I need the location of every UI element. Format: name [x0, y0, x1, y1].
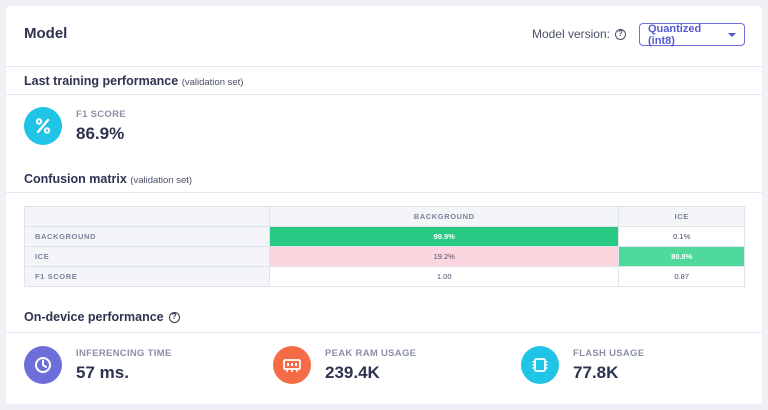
- cell-background-ice: 0.1%: [618, 226, 745, 247]
- table-row: ICE 19.2% 80.8%: [24, 246, 745, 267]
- row-label-background: BACKGROUND: [24, 226, 270, 247]
- confusion-matrix-table: BACKGROUND ICE BACKGROUND 99.9% 0.1% ICE…: [24, 206, 745, 287]
- f1-score-metric: F1 SCORE 86.9%: [24, 107, 126, 145]
- table-corner-cell: [24, 206, 270, 227]
- help-icon[interactable]: ?: [168, 311, 180, 323]
- divider: [6, 94, 762, 95]
- device-section-title: On-device performance ?: [24, 310, 180, 324]
- inferencing-time-metric: INFERENCING TIME 57 ms.: [24, 346, 172, 384]
- training-section-title: Last training performance (validation se…: [24, 74, 243, 88]
- percent-icon: [24, 107, 62, 145]
- model-header: Model Model version: ? Quantized (int8): [6, 6, 762, 66]
- cell-ice-background: 19.2%: [268, 246, 620, 267]
- model-version-text: Model version:: [531, 27, 610, 41]
- model-version-selected: Quantized (int8): [648, 22, 702, 47]
- memory-icon: [273, 346, 311, 384]
- chevron-down-icon: [728, 32, 736, 37]
- flash-usage-value: 77.8K: [573, 362, 619, 382]
- table-row: F1 SCORE 1.00 0.87: [24, 266, 745, 287]
- f1-score-label: F1 SCORE: [76, 108, 126, 120]
- model-version-dropdown[interactable]: Quantized (int8): [639, 22, 745, 47]
- table-header-row: BACKGROUND ICE: [24, 206, 745, 227]
- row-label-ice: ICE: [24, 246, 270, 267]
- flash-usage-label: FLASH USAGE: [573, 347, 645, 359]
- f1-score-value: 86.9%: [76, 123, 125, 143]
- peak-ram-metric: PEAK RAM USAGE 239.4K: [273, 346, 416, 384]
- inferencing-time-label: INFERENCING TIME: [76, 347, 172, 359]
- cell-background-background: 99.9%: [268, 226, 620, 247]
- cell-f1-background: 1.00: [268, 266, 620, 287]
- confusion-title-text: Confusion matrix: [24, 172, 127, 186]
- column-header-ice: ICE: [618, 206, 745, 227]
- clock-icon: [24, 346, 62, 384]
- cell-ice-ice: 80.8%: [618, 246, 745, 267]
- training-title-text: Last training performance: [24, 74, 179, 88]
- device-title-text: On-device performance: [24, 310, 164, 324]
- cell-f1-ice: 0.87: [618, 266, 745, 287]
- model-card: Model Model version: ? Quantized (int8) …: [6, 6, 762, 404]
- inferencing-time-value: 57 ms.: [76, 362, 129, 382]
- help-icon[interactable]: ?: [615, 28, 626, 40]
- flash-usage-metric: FLASH USAGE 77.8K: [521, 346, 644, 384]
- peak-ram-value: 239.4K: [325, 362, 380, 382]
- page-title: Model: [24, 25, 68, 42]
- divider: [6, 192, 762, 193]
- model-version-label: Model version: ?: [532, 27, 626, 41]
- confusion-section-title: Confusion matrix (validation set): [24, 172, 192, 186]
- chip-icon: [521, 346, 559, 384]
- training-subtitle: (validation set): [181, 77, 244, 88]
- table-row: BACKGROUND 99.9% 0.1%: [24, 226, 745, 247]
- row-label-f1-score: F1 SCORE: [24, 266, 270, 287]
- divider: [6, 66, 762, 67]
- divider: [6, 332, 762, 333]
- column-header-background: BACKGROUND: [268, 206, 620, 227]
- peak-ram-label: PEAK RAM USAGE: [325, 347, 417, 359]
- confusion-subtitle: (validation set): [130, 175, 193, 186]
